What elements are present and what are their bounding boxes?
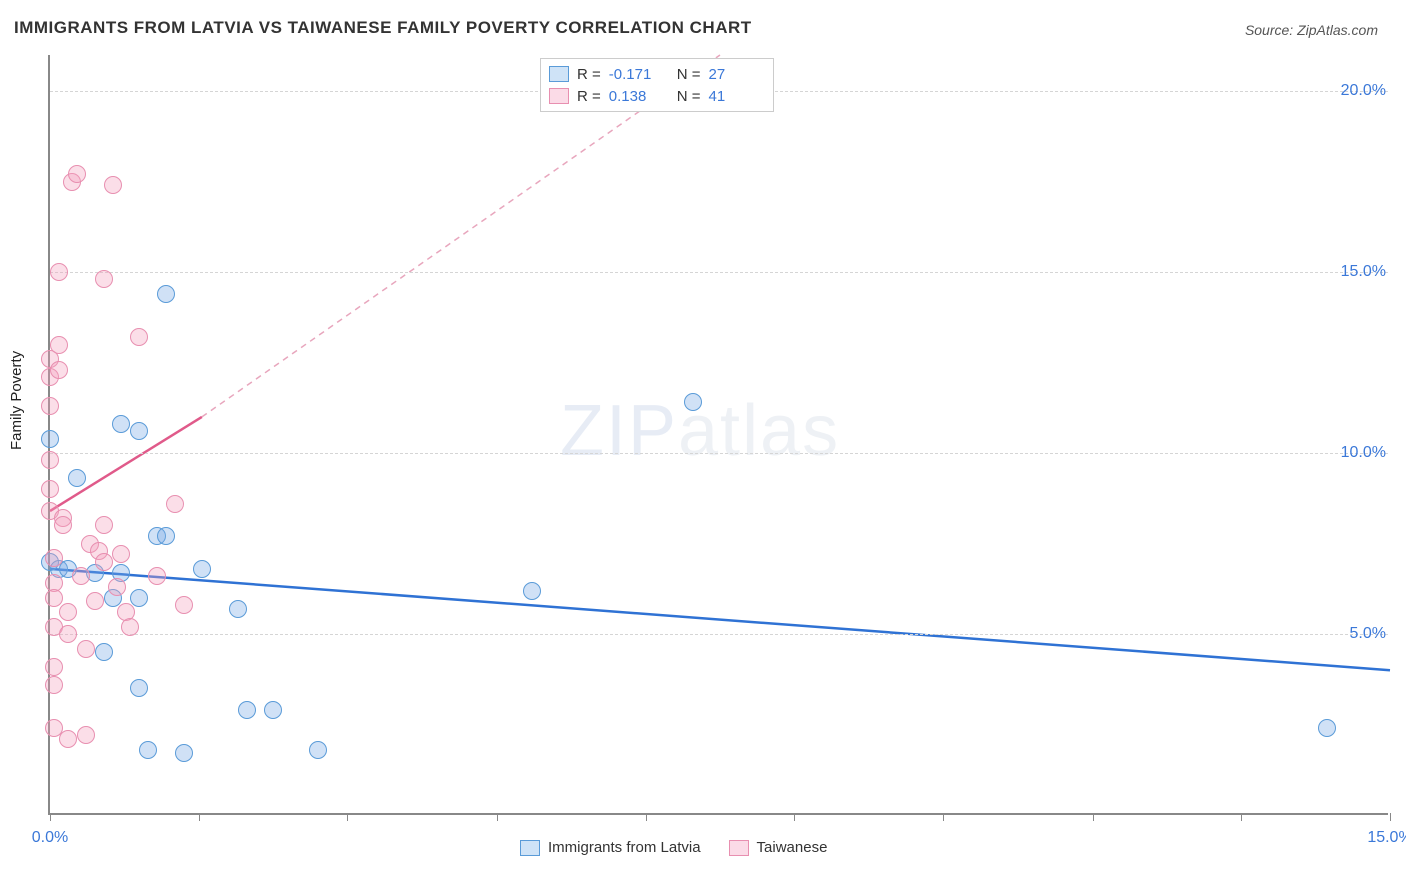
data-point	[130, 589, 148, 607]
xtick	[50, 813, 51, 821]
xtick	[1093, 813, 1094, 821]
r-label: R =	[577, 88, 601, 105]
data-point	[157, 285, 175, 303]
data-point	[95, 516, 113, 534]
data-point	[175, 744, 193, 762]
data-point	[59, 603, 77, 621]
xtick	[943, 813, 944, 821]
plot-area: 5.0%10.0%15.0%20.0%0.0%15.0%	[48, 55, 1388, 815]
data-point	[309, 741, 327, 759]
data-point	[112, 545, 130, 563]
data-point	[95, 270, 113, 288]
data-point	[59, 730, 77, 748]
chart-container: IMMIGRANTS FROM LATVIA VS TAIWANESE FAMI…	[0, 0, 1406, 892]
chart-title: IMMIGRANTS FROM LATVIA VS TAIWANESE FAMI…	[14, 18, 752, 38]
data-point	[50, 361, 68, 379]
data-point	[50, 336, 68, 354]
xtick	[199, 813, 200, 821]
data-point	[104, 176, 122, 194]
data-point	[45, 549, 63, 567]
data-point	[41, 451, 59, 469]
series-legend: Immigrants from Latvia Taiwanese	[520, 839, 827, 856]
data-point	[68, 165, 86, 183]
data-point	[112, 415, 130, 433]
xtick-label: 0.0%	[32, 829, 68, 847]
n-label: N =	[677, 66, 701, 83]
data-point	[108, 578, 126, 596]
xtick-label: 15.0%	[1367, 829, 1406, 847]
data-point	[130, 328, 148, 346]
trend-lines-layer	[50, 55, 1388, 813]
correlation-legend: R = -0.171 N = 27 R = 0.138 N = 41	[540, 58, 774, 112]
xtick	[1390, 813, 1391, 821]
swatch-latvia	[549, 66, 569, 82]
ytick-label: 10.0%	[1341, 444, 1390, 462]
data-point	[72, 567, 90, 585]
gridline-h	[50, 634, 1388, 635]
data-point	[45, 676, 63, 694]
data-point	[157, 527, 175, 545]
data-point	[523, 582, 541, 600]
r-label: R =	[577, 66, 601, 83]
data-point	[238, 701, 256, 719]
data-point	[41, 430, 59, 448]
legend-swatch	[729, 840, 749, 856]
data-point	[95, 553, 113, 571]
gridline-h	[50, 453, 1388, 454]
gridline-h	[50, 272, 1388, 273]
data-point	[68, 469, 86, 487]
data-point	[77, 726, 95, 744]
r-value-taiwanese: 0.138	[609, 88, 663, 105]
data-point	[130, 679, 148, 697]
data-point	[95, 643, 113, 661]
data-point	[121, 618, 139, 636]
data-point	[166, 495, 184, 513]
legend-item: Immigrants from Latvia	[520, 839, 701, 856]
data-point	[139, 741, 157, 759]
data-point	[229, 600, 247, 618]
data-point	[193, 560, 211, 578]
data-point	[45, 589, 63, 607]
data-point	[41, 397, 59, 415]
data-point	[41, 480, 59, 498]
data-point	[54, 516, 72, 534]
legend-label: Taiwanese	[757, 839, 828, 856]
data-point	[86, 592, 104, 610]
correlation-row-latvia: R = -0.171 N = 27	[549, 63, 763, 85]
n-value-taiwanese: 41	[709, 88, 763, 105]
data-point	[1318, 719, 1336, 737]
data-point	[77, 640, 95, 658]
xtick	[794, 813, 795, 821]
data-point	[59, 625, 77, 643]
source-label: Source: ZipAtlas.com	[1245, 22, 1378, 38]
data-point	[684, 393, 702, 411]
xtick	[497, 813, 498, 821]
correlation-row-taiwanese: R = 0.138 N = 41	[549, 85, 763, 107]
r-value-latvia: -0.171	[609, 66, 663, 83]
n-value-latvia: 27	[709, 66, 763, 83]
legend-item: Taiwanese	[729, 839, 828, 856]
xtick	[1241, 813, 1242, 821]
y-axis-label: Family Poverty	[8, 351, 25, 450]
swatch-taiwanese	[549, 88, 569, 104]
xtick	[646, 813, 647, 821]
xtick	[347, 813, 348, 821]
data-point	[148, 567, 166, 585]
data-point	[264, 701, 282, 719]
legend-label: Immigrants from Latvia	[548, 839, 701, 856]
data-point	[45, 658, 63, 676]
trend-line	[50, 569, 1390, 670]
data-point	[130, 422, 148, 440]
data-point	[50, 263, 68, 281]
ytick-label: 20.0%	[1341, 82, 1390, 100]
data-point	[175, 596, 193, 614]
ytick-label: 5.0%	[1350, 625, 1390, 643]
legend-swatch	[520, 840, 540, 856]
ytick-label: 15.0%	[1341, 263, 1390, 281]
n-label: N =	[677, 88, 701, 105]
